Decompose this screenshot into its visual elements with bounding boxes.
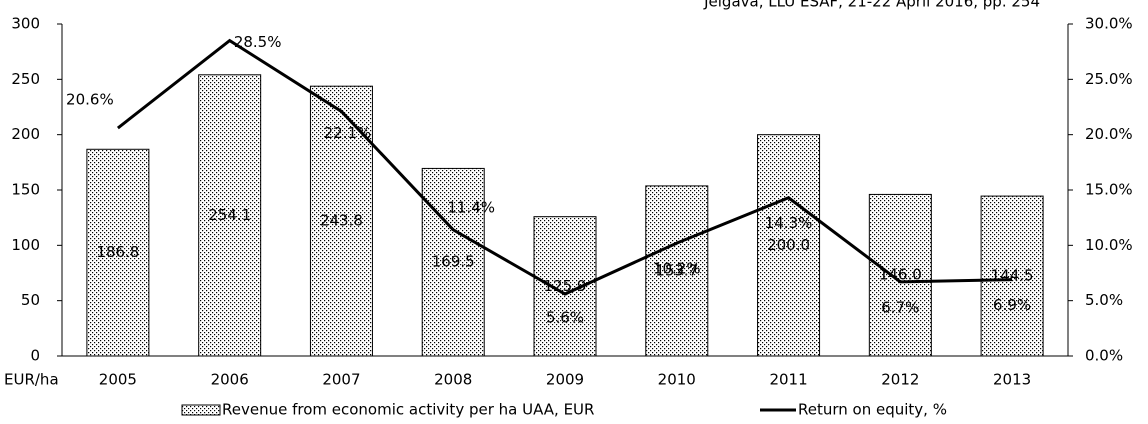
- y2-tick-label: 5.0%: [1085, 291, 1123, 309]
- y-axis-label: EUR/ha: [4, 371, 59, 389]
- header-note: Jelgava, LLU ESAF, 21-22 April 2016, pp.…: [703, 0, 1040, 11]
- legend-label: Return on equity, %: [798, 401, 947, 419]
- bar: [980, 195, 1044, 357]
- legend-label: Revenue from economic activity per ha UA…: [222, 401, 594, 419]
- x-tick-label: 2012: [881, 371, 919, 389]
- line-value-label: 14.3%: [765, 214, 813, 232]
- y-tick-label: 100: [11, 236, 40, 254]
- y2-tick-label: 30.0%: [1085, 15, 1133, 33]
- line-value-label: 11.4%: [447, 198, 495, 216]
- x-tick-label: 2008: [434, 371, 472, 389]
- x-tick-label: 2009: [546, 371, 584, 389]
- bar-value-label: 254.1: [208, 206, 251, 224]
- bar: [757, 134, 821, 357]
- line-value-label: 10.2%: [653, 260, 701, 278]
- line-value-label: 5.6%: [546, 309, 584, 327]
- legend-swatch: [181, 404, 221, 416]
- y-tick-label: 300: [11, 15, 40, 33]
- y2-tick-label: 10.0%: [1085, 236, 1133, 254]
- bar: [868, 193, 932, 357]
- y-tick-label: 150: [11, 181, 40, 199]
- line-value-label: 28.5%: [234, 33, 282, 51]
- bar-value-label: 144.5: [991, 267, 1034, 285]
- bar-value-label: 146.0: [879, 266, 922, 284]
- line-value-label: 22.1%: [324, 124, 372, 142]
- line-value-label: 6.9%: [993, 296, 1031, 314]
- bar-value-label: 243.8: [320, 212, 363, 230]
- bar-value-label: 200.0: [767, 236, 810, 254]
- y2-tick-label: 15.0%: [1085, 181, 1133, 199]
- bar-value-label: 186.8: [96, 243, 139, 261]
- y-tick-label: 250: [11, 70, 40, 88]
- x-tick-label: 2007: [322, 371, 360, 389]
- bar-value-label: 169.5: [432, 253, 475, 271]
- x-tick-label: 2013: [993, 371, 1031, 389]
- y-tick-label: 200: [11, 125, 40, 143]
- x-tick-label: 2010: [658, 371, 696, 389]
- line: [116, 38, 1013, 296]
- x-tick-label: 2005: [99, 371, 137, 389]
- y2-tick-label: 25.0%: [1085, 70, 1133, 88]
- x-tick-label: 2006: [211, 371, 249, 389]
- line-value-label: 20.6%: [66, 91, 114, 109]
- bar: [421, 167, 485, 357]
- x-tick-label: 2011: [769, 371, 807, 389]
- bar: [645, 185, 709, 357]
- bar: [533, 216, 597, 357]
- y2-tick-label: 20.0%: [1085, 125, 1133, 143]
- bar-value-label: 153.7: [655, 261, 698, 279]
- y-tick-label: 50: [21, 291, 40, 309]
- bar: [86, 148, 150, 357]
- y2-tick-label: 0.0%: [1085, 347, 1123, 365]
- line-value-label: 6.7%: [881, 298, 919, 316]
- y-tick-label: 0: [30, 347, 40, 365]
